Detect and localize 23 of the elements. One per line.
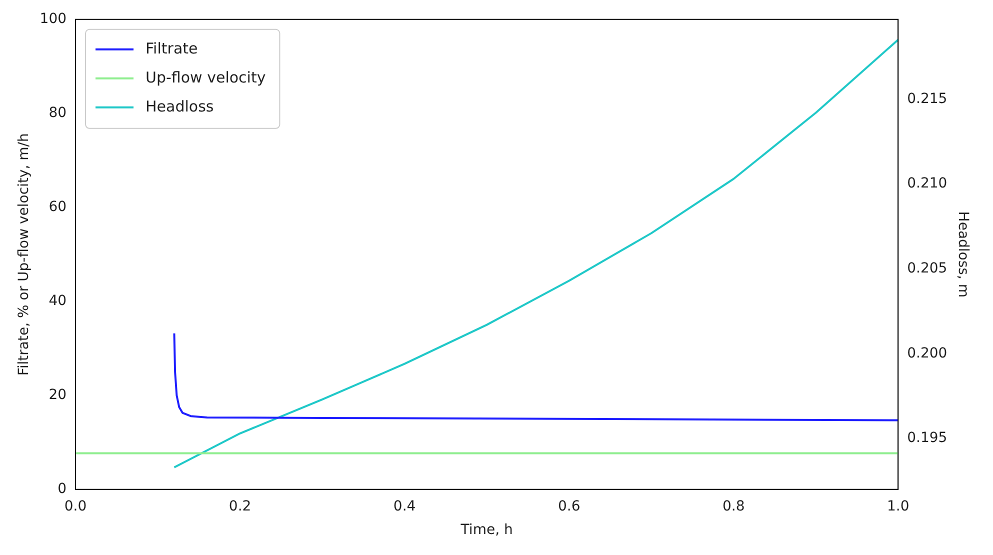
x-tick-label: 0.4 xyxy=(393,498,416,514)
x-axis-title: Time, h xyxy=(460,522,513,538)
y-axis-title: Filtrate, % or Up-flow velocity, m/h xyxy=(16,133,32,376)
x-tick-label: 0.0 xyxy=(64,498,87,514)
y-tick-label: 100 xyxy=(40,11,67,28)
y2-tick-label: 0.200 xyxy=(907,345,948,362)
y-tick-label: 40 xyxy=(48,293,67,310)
x-tick-label: 1.0 xyxy=(886,498,910,514)
y-tick-label: 80 xyxy=(48,105,67,122)
x-tick-label: 0.8 xyxy=(722,498,745,514)
legend-label: Headloss xyxy=(146,97,214,116)
y2-tick-label: 0.215 xyxy=(907,90,948,107)
x-tick-label: 0.2 xyxy=(228,498,252,514)
legend-label: Filtrate xyxy=(146,39,198,58)
x-tick-label: 0.6 xyxy=(558,498,580,514)
y-tick-label: 60 xyxy=(48,199,67,216)
y2-axis-title: Headloss, m xyxy=(954,211,971,298)
legend-label: Up-flow velocity xyxy=(146,68,266,86)
y2-tick-label: 0.205 xyxy=(907,260,948,276)
y-tick-label: 0 xyxy=(58,481,67,498)
y2-tick-label: 0.195 xyxy=(907,430,948,446)
y2-tick-label: 0.210 xyxy=(907,176,948,192)
y-tick-label: 20 xyxy=(48,387,67,404)
